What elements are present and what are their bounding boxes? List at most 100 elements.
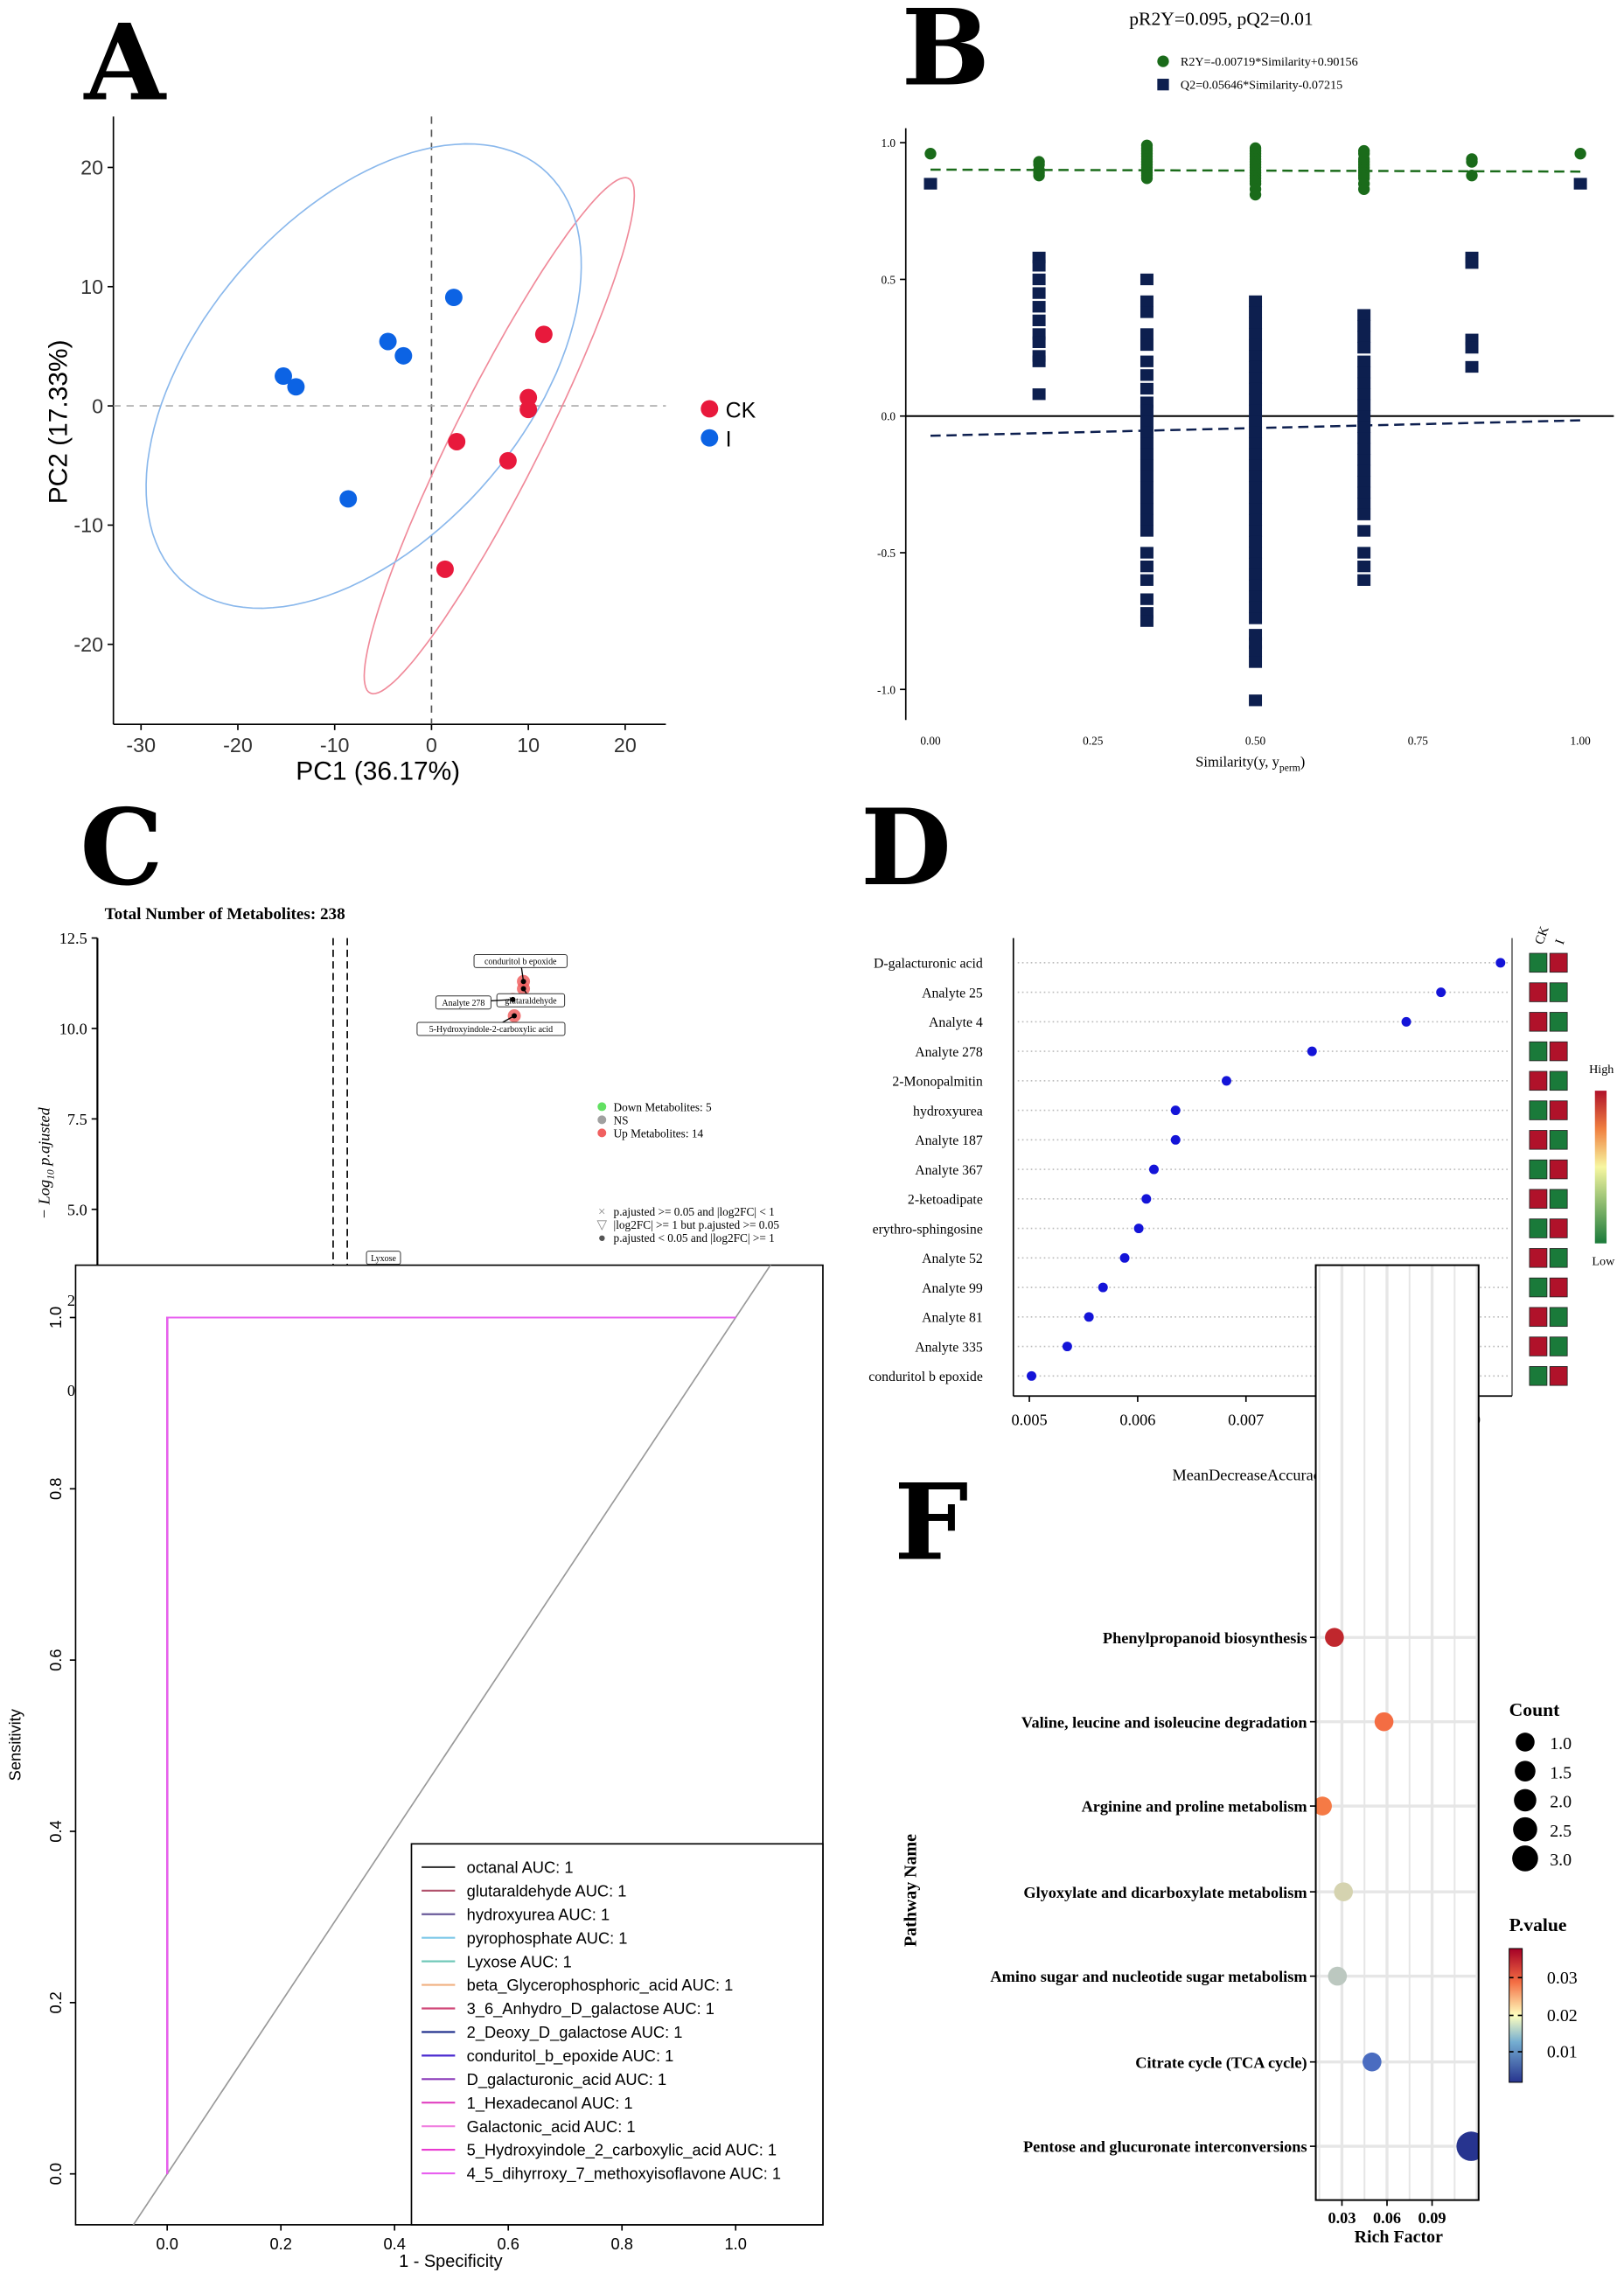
legend-label: pyrophosphate AUC: 1 <box>467 1928 628 1947</box>
x-tick-label: 0.0 <box>156 2235 178 2253</box>
data-point-i <box>394 346 413 365</box>
heatmap-cell-i <box>1549 1277 1568 1298</box>
pvalue-legend-title: P.value <box>1509 1914 1567 1935</box>
feature-label: Analyte 187 <box>915 1133 983 1148</box>
q2-point <box>1249 568 1263 581</box>
y-axis-label: PC2 (17.33%) <box>44 339 73 504</box>
y-tick-label: 0.6 <box>46 1649 65 1670</box>
legend-label: CK <box>726 398 756 422</box>
y-tick-label: 0.8 <box>46 1478 65 1500</box>
legend-color-marker <box>597 1102 607 1112</box>
y-axis-label: Sensitivity <box>5 1708 24 1781</box>
heatmap-color-bar <box>1594 1091 1607 1244</box>
y-tick-label: -10 <box>73 514 103 537</box>
q2-point <box>1249 525 1263 537</box>
y-axis-label-part: p.ajusted <box>36 1106 53 1169</box>
legend-label: beta_Glycerophosphoric_acid AUC: 1 <box>467 1976 734 1995</box>
q2-point <box>1357 331 1371 343</box>
heatmap-cell-i <box>1549 1189 1568 1210</box>
r2y-point <box>924 148 937 160</box>
y-tick-label: 0.0 <box>46 2163 65 2185</box>
q2-point <box>924 178 937 190</box>
legend-marker-ck <box>700 400 719 418</box>
q2-point <box>1249 513 1263 526</box>
feature-labels: D-galacturonic acid Analyte 25 Analyte 4 An… <box>868 957 983 1384</box>
legend-label: 2_Deoxy_D_galactose AUC: 1 <box>467 2023 683 2042</box>
data-point-ck <box>519 388 538 407</box>
x-axis-label-main: Similarity(y, y <box>1195 753 1279 770</box>
q2-point <box>1032 287 1046 299</box>
q2-point <box>1140 574 1154 586</box>
importance-point <box>1141 1194 1152 1204</box>
x-tick-label: 0.007 <box>1228 1412 1264 1429</box>
q2-point <box>1140 273 1154 286</box>
q2-point <box>1249 317 1263 330</box>
count-legend-marker <box>1512 1845 1538 1872</box>
legend-color-label: Down Metabolites: 5 <box>614 1100 712 1113</box>
r2y-point <box>1466 156 1478 168</box>
legend-label: Galactonic_acid AUC: 1 <box>467 2117 636 2137</box>
x-axis-label: 1 - Specificity <box>399 2252 503 2271</box>
q2-point <box>1357 432 1371 444</box>
y-axis-label: − Log10 p.ajusted <box>36 1106 57 1219</box>
chart-title: pR2Y=0.095, pQ2=0.01 <box>1129 9 1313 30</box>
legend-color-label: Up Metabolites: 14 <box>614 1126 704 1140</box>
q2-point <box>1249 645 1263 658</box>
x-axis-label-sub: perm <box>1279 762 1300 773</box>
q2-point <box>1357 443 1371 455</box>
q2-point <box>1140 547 1154 559</box>
feature-label: Analyte 278 <box>915 1045 983 1060</box>
y-tick-label: 0.4 <box>46 1820 65 1842</box>
legend-label: octanal AUC: 1 <box>467 1858 574 1877</box>
heatmap-cell-i <box>1549 1041 1568 1062</box>
feature-label: D-galacturonic acid <box>874 957 983 972</box>
q2-point <box>1357 547 1371 559</box>
y-tick-label: -0.5 <box>877 547 896 560</box>
heatmap-cell-ck <box>1529 1100 1548 1120</box>
y-tick-label: -1.0 <box>877 683 896 696</box>
q2-point <box>1249 470 1263 483</box>
y-tick-label: 5.0 <box>67 1201 87 1218</box>
importance-point <box>1170 1105 1181 1116</box>
q2-point <box>1249 557 1263 570</box>
y-tick-label: -20 <box>73 633 103 656</box>
feature-label: 2-ketoadipate <box>908 1193 983 1208</box>
x-tick-label: 1.0 <box>725 2235 747 2253</box>
pathway-label: Arginine and proline metabolism <box>1082 1798 1307 1816</box>
q2-point <box>1140 615 1154 627</box>
q2-point <box>1357 508 1371 520</box>
r2y-point <box>1033 170 1045 182</box>
q2-point <box>1249 601 1263 614</box>
q2-point <box>1140 426 1154 439</box>
q2-point <box>1140 338 1154 352</box>
heatmap-cell-i <box>1549 952 1568 973</box>
q2-point <box>1465 257 1479 269</box>
count-legend-label: 2.5 <box>1550 1822 1572 1841</box>
legend-label: I <box>726 428 732 452</box>
heatmap-column-label: CK <box>1533 924 1552 946</box>
heatmap-cell-ck <box>1529 1366 1548 1386</box>
q2-point <box>1357 399 1371 411</box>
q2-point <box>1357 309 1371 321</box>
count-legend-marker <box>1513 1816 1537 1842</box>
q2-point <box>1249 590 1263 603</box>
q2-point <box>1140 459 1154 471</box>
heatmap-cell-i <box>1549 1366 1568 1386</box>
q2-point <box>1249 437 1263 450</box>
point-label: Lyxose <box>371 1254 396 1264</box>
chart-title: Total Number of Metabolites: 238 <box>105 905 345 924</box>
x-tick-label: 0.06 <box>1373 2209 1401 2227</box>
legend-shape-symbol: ▽ <box>597 1218 608 1232</box>
pvalue-tick-label: 0.03 <box>1547 1969 1578 1988</box>
q2-point <box>1573 178 1587 190</box>
legend-label: hydroxyurea AUC: 1 <box>467 1905 610 1923</box>
feature-label: Analyte 99 <box>922 1281 983 1296</box>
data-point-i <box>379 332 397 351</box>
heatmap-cell-i <box>1549 1130 1568 1150</box>
legend-shape-label: p.ajusted >= 0.05 and |log2FC| < 1 <box>614 1205 775 1218</box>
importance-point <box>1401 1016 1411 1027</box>
data-point-i <box>287 378 305 396</box>
legend-shape-label: |log2FC| >= 1 but p.ajusted >= 0.05 <box>614 1218 780 1231</box>
data-point-ck <box>534 325 553 344</box>
feature-label: conduritol b epoxide <box>868 1370 983 1384</box>
